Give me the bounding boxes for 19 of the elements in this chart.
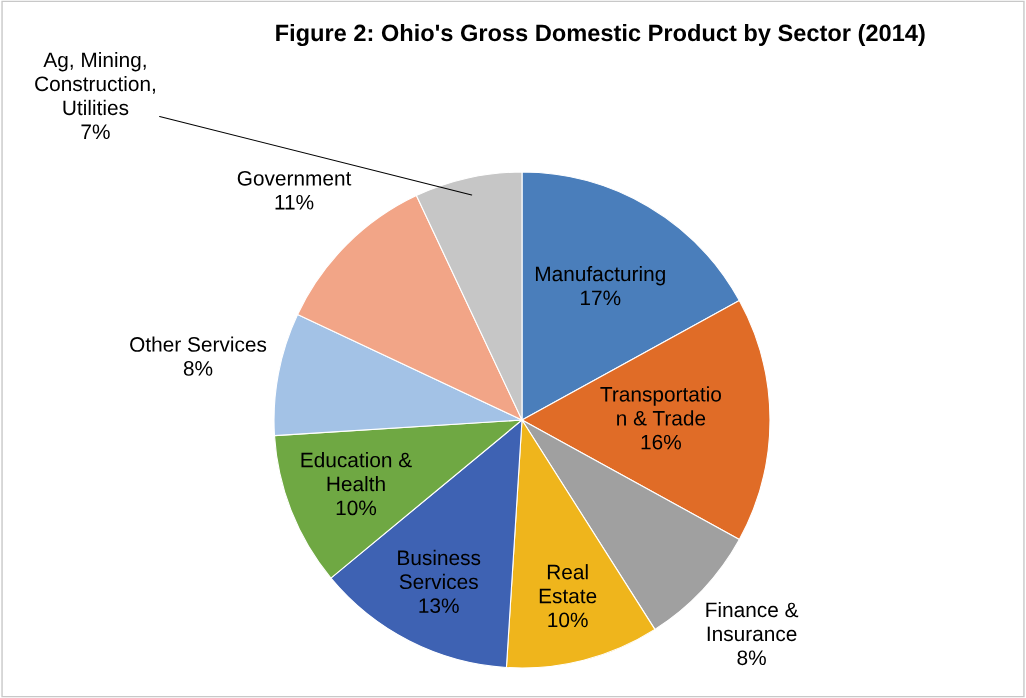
slice-label: Real Estate bbox=[539, 564, 597, 604]
chart-title: Figure 2: Ohio's Gross Domestic Product by Sector (2014) bbox=[276, 23, 925, 47]
slice-label: Finance & Insurance bbox=[706, 601, 799, 642]
data-label: 16% bbox=[641, 434, 681, 450]
slice-label: Other Services bbox=[130, 336, 267, 352]
data-label: 10% bbox=[336, 500, 377, 516]
slice-label: Education & Health bbox=[301, 452, 412, 492]
data-label: 17% bbox=[581, 290, 621, 306]
slice-label: Business Services bbox=[398, 549, 481, 590]
data-label: 11% bbox=[275, 194, 314, 210]
slice-label: Transportatio n & Trade bbox=[600, 386, 721, 426]
data-label: 8% bbox=[183, 361, 213, 376]
data-label: 8% bbox=[737, 650, 766, 666]
data-label: 13% bbox=[419, 598, 459, 614]
slice-label: Government bbox=[237, 170, 352, 186]
data-label: 7% bbox=[81, 124, 110, 140]
slice-label: Manufacturing bbox=[535, 265, 665, 286]
slice-label: Ag, Mining, Construction, Utilities bbox=[35, 51, 155, 116]
data-label: 10% bbox=[548, 612, 588, 628]
